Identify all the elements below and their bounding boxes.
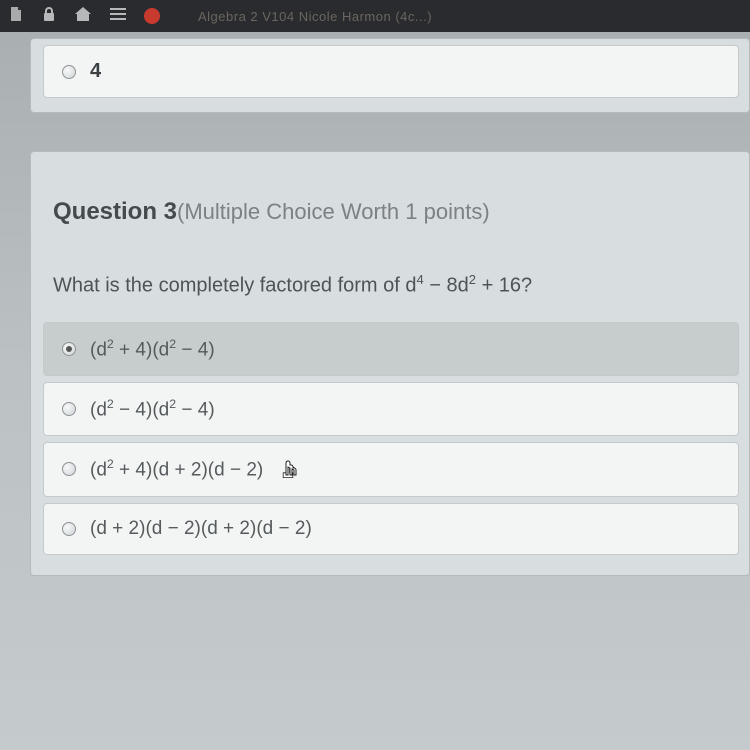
option-a-text: (d2 + 4)(d2 − 4) — [90, 337, 215, 361]
option-d-text: (d + 2)(d − 2)(d + 2)(d − 2) — [90, 518, 312, 540]
browser-top-bar: Algebra 2 V104 Nicole Harmon (4c...) — [0, 0, 750, 32]
prev-option-4[interactable]: 4 — [43, 45, 739, 98]
radio-icon[interactable] — [62, 65, 76, 79]
radio-icon[interactable] — [62, 462, 76, 476]
file-icon[interactable] — [8, 6, 24, 26]
option-a[interactable]: (d2 + 4)(d2 − 4) — [43, 322, 739, 376]
menu-icon[interactable] — [110, 7, 126, 25]
question-title: Question 3(Multiple Choice Worth 1 point… — [53, 198, 490, 225]
question-3-panel: Question 3(Multiple Choice Worth 1 point… — [30, 151, 750, 576]
prompt-mid: − 8d — [424, 275, 469, 297]
prompt-post: + 16? — [476, 275, 532, 297]
option-d[interactable]: (d + 2)(d − 2)(d + 2)(d − 2) — [43, 503, 739, 555]
radio-icon[interactable] — [62, 342, 76, 356]
option-c[interactable]: (d2 + 4)(d + 2)(d − 2) — [43, 442, 739, 496]
radio-icon[interactable] — [62, 402, 76, 416]
option-c-text: (d2 + 4)(d + 2)(d − 2) — [90, 457, 263, 481]
q-meta: (Multiple Choice Worth 1 points) — [177, 199, 490, 224]
prev-question-panel: 4 — [30, 38, 750, 113]
prompt-exp2: 2 — [469, 272, 476, 287]
prompt-pre: What is the completely factored form of … — [53, 275, 417, 297]
option-b-text: (d2 − 4)(d2 − 4) — [90, 397, 215, 421]
option-b[interactable]: (d2 − 4)(d2 − 4) — [43, 382, 739, 436]
app-title: Algebra 2 V104 Nicole Harmon (4c...) — [198, 9, 432, 24]
home-icon[interactable] — [74, 6, 92, 26]
question-header: Question 3(Multiple Choice Worth 1 point… — [31, 166, 749, 234]
page-content: 4 Question 3(Multiple Choice Worth 1 poi… — [0, 38, 750, 576]
lock-icon[interactable] — [42, 6, 56, 26]
q-number: 3 — [164, 198, 177, 225]
radio-icon[interactable] — [62, 522, 76, 536]
prev-option-label: 4 — [90, 60, 101, 83]
question-prompt: What is the completely factored form of … — [31, 234, 749, 316]
q-title-prefix: Question — [53, 198, 164, 225]
notification-dot-icon[interactable] — [144, 8, 160, 24]
prompt-exp1: 4 — [417, 272, 424, 287]
